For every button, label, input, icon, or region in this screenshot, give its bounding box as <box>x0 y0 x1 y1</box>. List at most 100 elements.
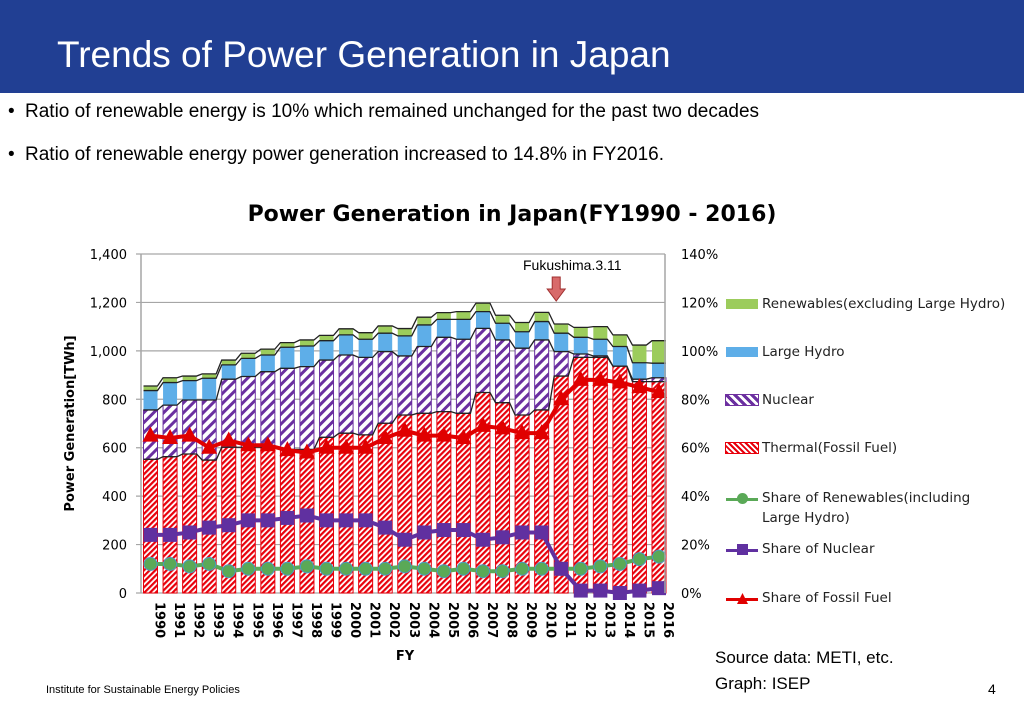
y2-tick-label: 0% <box>681 587 702 602</box>
bar-nuclear <box>495 339 511 404</box>
marker-fossil-share <box>631 378 648 394</box>
bar-large-hydro <box>143 390 158 410</box>
bar-thermal <box>143 458 158 594</box>
marker-renewables-share <box>319 561 334 576</box>
legend-marker-circle <box>737 493 748 504</box>
bar-nuclear <box>534 339 550 411</box>
marker-renewables-share <box>495 564 510 579</box>
bar-nuclear <box>475 327 491 394</box>
marker-renewables-share <box>593 559 608 574</box>
marker-nuclear-share <box>652 581 666 596</box>
marker-renewables-share <box>573 561 588 576</box>
bar-large-hydro <box>515 331 530 349</box>
marker-nuclear-share <box>534 525 549 540</box>
fukushima-annotation: Fukushima.3.11 <box>523 257 622 273</box>
x-tick-label: 2016 <box>660 602 675 638</box>
marker-fossil-share <box>533 424 550 440</box>
marker-renewables-share <box>299 559 314 574</box>
bar-renewables <box>280 342 295 348</box>
x-tick-label: 2007 <box>484 602 499 638</box>
x-tick-label: 2006 <box>464 602 479 638</box>
bar-nuclear <box>260 371 276 448</box>
x-tick-label: 1995 <box>249 602 264 638</box>
x-tick-label: 2014 <box>621 602 636 638</box>
marker-fossil-share <box>259 436 276 452</box>
bar-renewables <box>436 312 451 320</box>
x-tick-label: 2013 <box>601 602 616 638</box>
marker-renewables-share <box>515 561 530 576</box>
bar-renewables <box>163 377 178 383</box>
bar-renewables <box>475 303 490 312</box>
bar-renewables <box>652 340 666 364</box>
bar-renewables <box>143 385 158 391</box>
bar-nuclear <box>338 354 354 434</box>
bar-nuclear <box>397 355 413 416</box>
bar-thermal <box>592 356 608 594</box>
marker-nuclear-share <box>397 532 412 547</box>
legend-swatch <box>725 394 759 406</box>
marker-renewables-share <box>612 556 627 571</box>
bar-large-hydro <box>339 334 354 355</box>
legend-swatch <box>726 544 758 555</box>
marker-fossil-share <box>592 370 609 386</box>
series-connector-line <box>143 327 666 411</box>
marker-fossil-share <box>201 438 218 454</box>
marker-fossil-share <box>494 419 511 435</box>
bar-large-hydro <box>593 339 608 356</box>
marker-fossil-share <box>181 426 198 442</box>
legend-label: Thermal(Fossil Fuel) <box>762 440 898 456</box>
marker-nuclear-share <box>358 513 373 528</box>
x-axis-label: FY <box>396 649 415 664</box>
x-tick-label: 2005 <box>445 602 460 638</box>
graph-credit: Graph: ISEP <box>715 674 811 693</box>
y-tick-label: 1,400 <box>90 248 127 263</box>
legend-label: Renewables(excluding Large Hydro) <box>762 296 1006 312</box>
marker-nuclear-share <box>475 532 490 547</box>
marker-nuclear-share <box>495 530 510 545</box>
marker-nuclear-share <box>143 527 158 542</box>
marker-renewables-share <box>221 564 236 579</box>
x-tick-label: 1990 <box>152 602 167 638</box>
marker-fossil-share <box>220 431 237 447</box>
x-tick-label: 2001 <box>367 602 382 638</box>
bar-large-hydro <box>163 382 178 406</box>
bar-renewables <box>593 326 608 340</box>
marker-renewables-share <box>260 561 275 576</box>
y-tick-label: 200 <box>102 539 127 554</box>
x-tick-label: 2004 <box>425 602 440 638</box>
bar-renewables <box>612 334 627 347</box>
bar-nuclear <box>436 336 452 413</box>
legend-marker-square <box>737 544 748 555</box>
y2-tick-label: 100% <box>681 345 718 360</box>
marker-renewables-share <box>339 561 354 576</box>
legend-label: Share of Fossil Fuel <box>762 590 892 606</box>
x-tick-label: 2000 <box>347 602 362 638</box>
bar-renewables <box>417 317 432 325</box>
x-tick-label: 2012 <box>582 602 597 638</box>
x-tick-label: 1998 <box>308 602 323 638</box>
marker-renewables-share <box>143 556 158 571</box>
bar-large-hydro <box>397 335 412 356</box>
bar-nuclear <box>358 356 374 436</box>
marker-fossil-share <box>651 383 667 399</box>
y2-tick-label: 60% <box>681 442 710 457</box>
y-tick-label: 800 <box>102 393 127 408</box>
bar-thermal <box>162 456 178 594</box>
bar-nuclear <box>514 347 530 416</box>
legend-marker-triangle <box>737 593 748 604</box>
bar-large-hydro <box>378 333 393 352</box>
bar-large-hydro <box>358 339 373 358</box>
legend-swatch <box>726 347 758 357</box>
legend-swatch <box>725 442 759 454</box>
bar-renewables <box>554 323 569 334</box>
y-tick-label: 1,000 <box>90 345 127 360</box>
marker-nuclear-share <box>339 513 354 528</box>
series-connector-line <box>143 310 666 392</box>
marker-fossil-share <box>553 390 570 406</box>
series-connector-line <box>143 302 666 387</box>
bar-large-hydro <box>652 363 666 378</box>
marker-renewables-share <box>202 556 217 571</box>
marker-nuclear-share <box>436 523 451 538</box>
bar-renewables <box>202 373 217 379</box>
